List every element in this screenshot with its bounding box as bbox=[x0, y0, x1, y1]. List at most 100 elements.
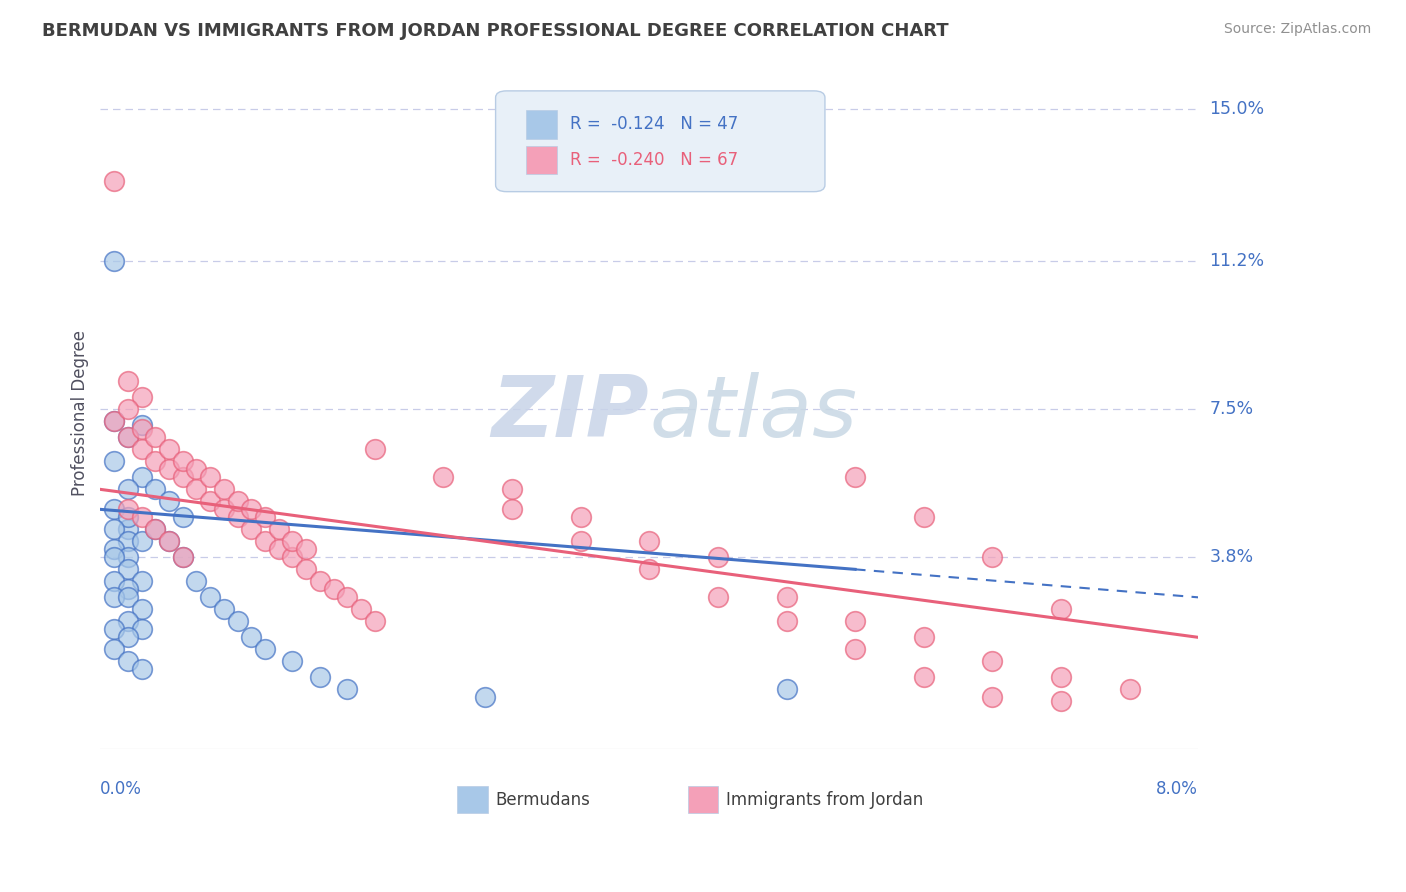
Point bbox=[103, 642, 125, 657]
Point bbox=[157, 494, 180, 508]
Text: 0.0%: 0.0% bbox=[100, 780, 142, 797]
Point bbox=[240, 522, 263, 536]
Point bbox=[117, 615, 139, 629]
Point bbox=[707, 591, 730, 605]
Point bbox=[1050, 602, 1073, 616]
Point bbox=[981, 550, 1004, 565]
Point bbox=[131, 422, 153, 436]
Point bbox=[157, 534, 180, 549]
Point bbox=[212, 502, 235, 516]
Point bbox=[569, 534, 592, 549]
Point bbox=[226, 510, 249, 524]
Point bbox=[707, 550, 730, 565]
Point bbox=[1118, 682, 1140, 697]
Point bbox=[103, 623, 125, 637]
Point bbox=[117, 430, 139, 444]
Point bbox=[226, 615, 249, 629]
FancyBboxPatch shape bbox=[526, 146, 557, 174]
Text: 3.8%: 3.8% bbox=[1209, 549, 1254, 566]
Point bbox=[322, 582, 344, 597]
Point bbox=[131, 534, 153, 549]
Point bbox=[281, 534, 304, 549]
Point bbox=[103, 454, 125, 468]
Point bbox=[117, 502, 139, 516]
Point bbox=[131, 390, 153, 404]
Point bbox=[172, 550, 194, 565]
Point bbox=[117, 430, 139, 444]
Point bbox=[281, 654, 304, 668]
Point bbox=[131, 442, 153, 457]
Point bbox=[117, 591, 139, 605]
Point bbox=[117, 550, 139, 565]
Point bbox=[432, 470, 454, 484]
Point bbox=[103, 174, 125, 188]
Point bbox=[912, 510, 935, 524]
Point bbox=[131, 510, 153, 524]
Point bbox=[364, 615, 387, 629]
Text: 7.5%: 7.5% bbox=[1209, 401, 1254, 418]
Point bbox=[117, 522, 139, 536]
Point bbox=[638, 562, 661, 576]
Point bbox=[569, 510, 592, 524]
Point bbox=[775, 682, 797, 697]
Point bbox=[143, 522, 166, 536]
Point bbox=[103, 574, 125, 589]
FancyBboxPatch shape bbox=[526, 111, 557, 138]
Point bbox=[501, 483, 523, 497]
Point bbox=[117, 375, 139, 389]
Point bbox=[981, 690, 1004, 705]
Y-axis label: Professional Degree: Professional Degree bbox=[72, 330, 89, 496]
Point bbox=[117, 483, 139, 497]
Point bbox=[336, 682, 359, 697]
Point bbox=[131, 662, 153, 676]
Point bbox=[103, 550, 125, 565]
Text: BERMUDAN VS IMMIGRANTS FROM JORDAN PROFESSIONAL DEGREE CORRELATION CHART: BERMUDAN VS IMMIGRANTS FROM JORDAN PROFE… bbox=[42, 22, 949, 40]
Point bbox=[131, 623, 153, 637]
Point bbox=[267, 542, 290, 557]
Point bbox=[117, 510, 139, 524]
Point bbox=[103, 522, 125, 536]
Point bbox=[281, 550, 304, 565]
Point bbox=[267, 522, 290, 536]
Text: Bermudans: Bermudans bbox=[495, 790, 591, 809]
Point bbox=[295, 542, 318, 557]
Point bbox=[775, 615, 797, 629]
Point bbox=[131, 602, 153, 616]
FancyBboxPatch shape bbox=[495, 91, 825, 192]
Point bbox=[172, 454, 194, 468]
Point bbox=[143, 483, 166, 497]
Point bbox=[844, 615, 866, 629]
Point bbox=[172, 510, 194, 524]
Point bbox=[226, 494, 249, 508]
Point bbox=[117, 630, 139, 644]
Point bbox=[912, 670, 935, 684]
Point bbox=[117, 582, 139, 597]
Point bbox=[501, 502, 523, 516]
Point bbox=[212, 483, 235, 497]
Point bbox=[186, 574, 208, 589]
Text: R =  -0.240   N = 67: R = -0.240 N = 67 bbox=[571, 151, 738, 169]
Text: 11.2%: 11.2% bbox=[1209, 252, 1264, 270]
Point bbox=[912, 630, 935, 644]
Point bbox=[844, 642, 866, 657]
Point bbox=[103, 542, 125, 557]
Text: Source: ZipAtlas.com: Source: ZipAtlas.com bbox=[1223, 22, 1371, 37]
Point bbox=[981, 654, 1004, 668]
Point bbox=[103, 414, 125, 428]
Point bbox=[143, 454, 166, 468]
Point bbox=[240, 630, 263, 644]
Point bbox=[295, 562, 318, 576]
Point bbox=[103, 502, 125, 516]
Point bbox=[103, 414, 125, 428]
Point bbox=[172, 470, 194, 484]
Point bbox=[103, 254, 125, 268]
Text: 8.0%: 8.0% bbox=[1156, 780, 1198, 797]
Point bbox=[1050, 694, 1073, 708]
FancyBboxPatch shape bbox=[457, 786, 488, 814]
Point bbox=[186, 483, 208, 497]
Point bbox=[131, 574, 153, 589]
Point bbox=[117, 562, 139, 576]
Point bbox=[336, 591, 359, 605]
Point bbox=[638, 534, 661, 549]
Point bbox=[474, 690, 496, 705]
